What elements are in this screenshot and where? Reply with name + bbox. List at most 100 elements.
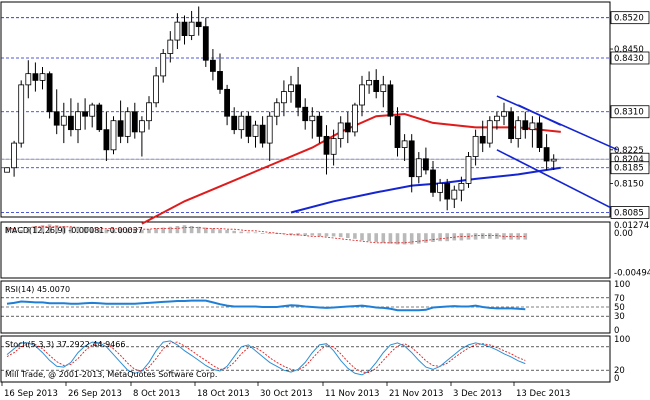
candle-body bbox=[479, 135, 486, 144]
candle-body bbox=[359, 84, 365, 106]
macd-histogram-bar bbox=[196, 226, 201, 234]
macd-histogram-bar bbox=[5, 226, 9, 234]
macd-tick-label: -0.00494 bbox=[614, 268, 650, 278]
candle-body bbox=[323, 135, 330, 155]
candle-body bbox=[53, 111, 60, 126]
price-tick-label: 0.8310 bbox=[614, 108, 644, 118]
candle-body bbox=[238, 115, 245, 131]
candle-body bbox=[387, 84, 394, 117]
rsi-label: RSI(14) 45.0070 bbox=[5, 285, 70, 294]
candle-body bbox=[188, 21, 195, 36]
candle-body bbox=[96, 104, 103, 131]
price-axis: 0.85200.84500.84300.83100.82250.82040.81… bbox=[610, 11, 650, 219]
macd-histogram-bar bbox=[47, 224, 52, 234]
date-tick-label: 30 Oct 2013 bbox=[260, 389, 313, 399]
candle-body bbox=[167, 39, 174, 54]
macd-panel-frame bbox=[0, 221, 611, 279]
candle-body bbox=[153, 75, 160, 104]
candle-body bbox=[408, 140, 415, 178]
macd-histogram-bar bbox=[40, 225, 45, 234]
candle-body bbox=[337, 122, 344, 140]
stoch-panel-frame bbox=[0, 335, 611, 383]
macd-histogram-bar bbox=[175, 226, 180, 234]
candle-body bbox=[415, 158, 422, 178]
stoch-tick-label: 100 bbox=[614, 335, 630, 345]
macd-tick-label: 0.00 bbox=[614, 229, 633, 239]
candle-body bbox=[472, 135, 479, 157]
macd-histogram-bar bbox=[125, 230, 130, 234]
candle-body bbox=[437, 183, 444, 193]
macd-histogram-bar bbox=[303, 233, 307, 236]
moving-average-line bbox=[290, 166, 561, 214]
candle-body bbox=[146, 102, 152, 122]
date-tick-label: 11 Nov 2013 bbox=[325, 389, 379, 399]
candle-body bbox=[18, 84, 25, 144]
trendline bbox=[496, 149, 618, 212]
candle-body bbox=[68, 115, 74, 131]
candle-body bbox=[536, 122, 543, 148]
candle-body bbox=[451, 189, 458, 200]
date-axis: 16 Sep 2013 26 Sep 2013 8 Oct 2013 18 Oct 2… bbox=[1, 382, 570, 399]
macd-histogram-bar bbox=[211, 228, 215, 234]
price-tick-label: 0.8450 bbox=[614, 45, 644, 55]
price-tick-label: 0.8204 bbox=[614, 155, 644, 165]
level-box bbox=[610, 206, 650, 219]
date-tick-label: 13 Dec 2013 bbox=[516, 389, 570, 399]
candle-body bbox=[181, 21, 188, 36]
macd-histogram-bar bbox=[374, 233, 378, 242]
rsi-tick-label: 30 bbox=[614, 312, 625, 322]
candle-body bbox=[288, 84, 294, 92]
candle-body bbox=[103, 129, 110, 151]
candle-body bbox=[550, 158, 557, 162]
candle-body bbox=[25, 73, 32, 86]
price-tick-label: 0.8185 bbox=[614, 164, 644, 174]
macd-histogram-bar bbox=[19, 230, 23, 234]
macd-histogram-bar bbox=[317, 233, 322, 237]
candles bbox=[4, 6, 557, 211]
price-tick-label: 0.8430 bbox=[614, 54, 644, 64]
macd-histogram-bar bbox=[253, 232, 258, 234]
macd-histogram-bar bbox=[417, 233, 421, 244]
macd-histogram-bar bbox=[147, 229, 151, 234]
candle-body bbox=[138, 120, 145, 133]
rsi-tick-label: 50 bbox=[614, 303, 625, 313]
candle-body bbox=[82, 111, 88, 117]
candle-body bbox=[252, 124, 259, 137]
stoch-tick-label: 0 bbox=[614, 374, 619, 384]
candle-body bbox=[124, 111, 131, 137]
rsi-tick-label: 0 bbox=[614, 326, 619, 336]
date-tick-label: 18 Oct 2013 bbox=[197, 389, 250, 399]
macd-histogram-bar bbox=[97, 229, 102, 234]
level-box bbox=[610, 105, 650, 119]
candle-body bbox=[117, 120, 124, 137]
date-tick-label: 26 Sep 2013 bbox=[68, 389, 122, 399]
rsi-tick-label: 100 bbox=[614, 280, 630, 290]
candle-body bbox=[224, 88, 231, 117]
macd-histogram-bar bbox=[26, 228, 31, 234]
candle-body bbox=[543, 147, 550, 162]
stoch-label: Stoch(5,3,3) 37.2922 44.9466 bbox=[5, 340, 125, 349]
level-box bbox=[610, 51, 650, 65]
macd-histogram-bar bbox=[324, 233, 329, 237]
macd-histogram-bar bbox=[111, 229, 116, 234]
candle-body bbox=[4, 167, 10, 173]
macd-signal-line bbox=[6, 226, 526, 244]
macd-histogram-bar bbox=[260, 233, 265, 234]
level-box bbox=[610, 161, 650, 175]
macd-histogram-bar bbox=[69, 226, 73, 234]
date-tick-label: 3 Dec 2013 bbox=[453, 389, 502, 399]
candle-body bbox=[366, 79, 373, 86]
candle-body bbox=[160, 53, 167, 77]
candle-body bbox=[316, 115, 323, 137]
candle-body bbox=[493, 115, 500, 122]
price-tick-label: 0.8085 bbox=[614, 209, 644, 219]
candle-body bbox=[529, 122, 536, 131]
macd-histogram-bar bbox=[182, 225, 187, 234]
candle-body bbox=[458, 183, 465, 191]
panel-frames bbox=[0, 1, 611, 383]
macd-histogram-bar bbox=[338, 233, 343, 238]
macd-histogram-bar bbox=[118, 230, 123, 234]
